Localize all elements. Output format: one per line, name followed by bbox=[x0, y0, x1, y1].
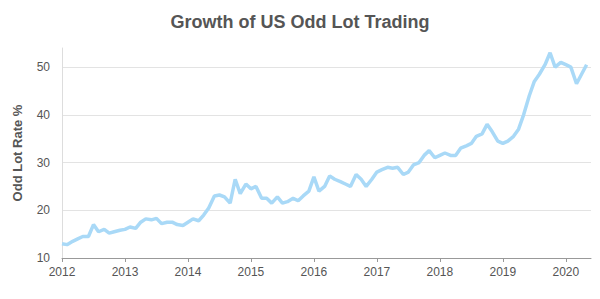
svg-text:2015: 2015 bbox=[238, 265, 265, 279]
svg-text:2017: 2017 bbox=[364, 265, 391, 279]
svg-text:2013: 2013 bbox=[112, 265, 139, 279]
svg-text:40: 40 bbox=[37, 108, 51, 122]
svg-text:30: 30 bbox=[37, 156, 51, 170]
svg-text:2018: 2018 bbox=[427, 265, 454, 279]
svg-text:2019: 2019 bbox=[489, 265, 516, 279]
svg-text:50: 50 bbox=[37, 60, 51, 74]
svg-text:2012: 2012 bbox=[49, 265, 76, 279]
svg-text:2020: 2020 bbox=[552, 265, 579, 279]
svg-text:2014: 2014 bbox=[175, 265, 202, 279]
svg-text:Odd Lot Rate %: Odd Lot Rate % bbox=[10, 104, 25, 201]
svg-text:10: 10 bbox=[37, 251, 51, 265]
svg-text:20: 20 bbox=[37, 203, 51, 217]
svg-text:Growth of US Odd Lot Trading: Growth of US Odd Lot Trading bbox=[171, 12, 430, 32]
svg-text:2016: 2016 bbox=[301, 265, 328, 279]
